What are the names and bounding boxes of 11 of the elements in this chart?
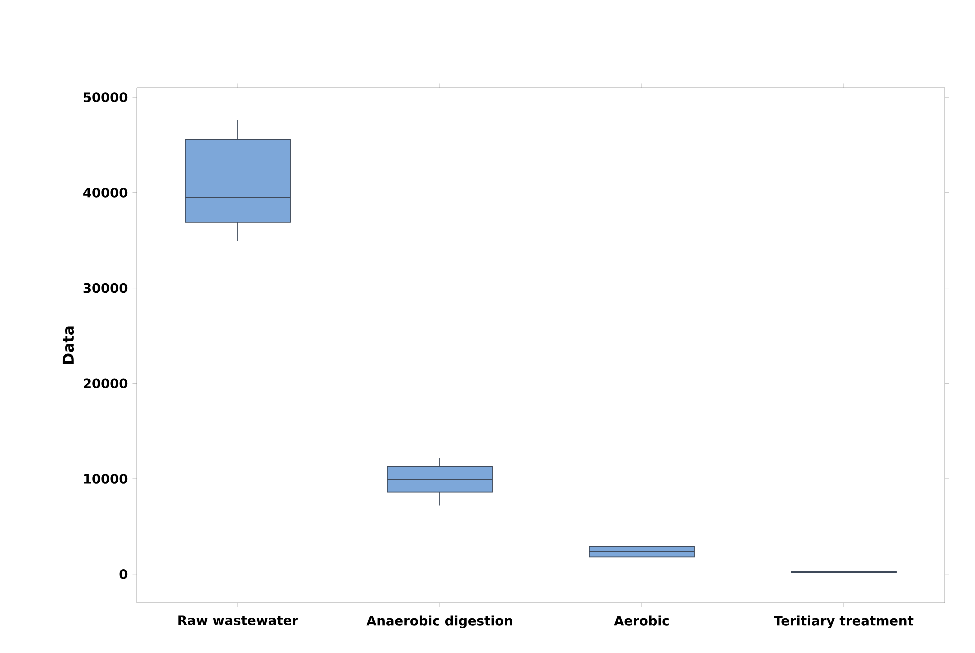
y-tick-label: 40000 xyxy=(84,188,128,198)
y-tick-label: 10000 xyxy=(84,474,128,484)
y-tick-label: 50000 xyxy=(84,92,128,102)
x-tick-label: Teritiary treatment xyxy=(774,616,914,628)
x-tick-label: Raw wastewater xyxy=(178,616,299,626)
y-tick-label: 30000 xyxy=(84,283,128,294)
y-tick-label: 0 xyxy=(120,569,128,580)
x-tick-label: Aerobic xyxy=(614,616,669,626)
y-axis-title: Data xyxy=(62,326,74,364)
x-tick-label: Anaerobic digestion xyxy=(366,616,512,628)
y-tick-label: 20000 xyxy=(84,378,128,389)
